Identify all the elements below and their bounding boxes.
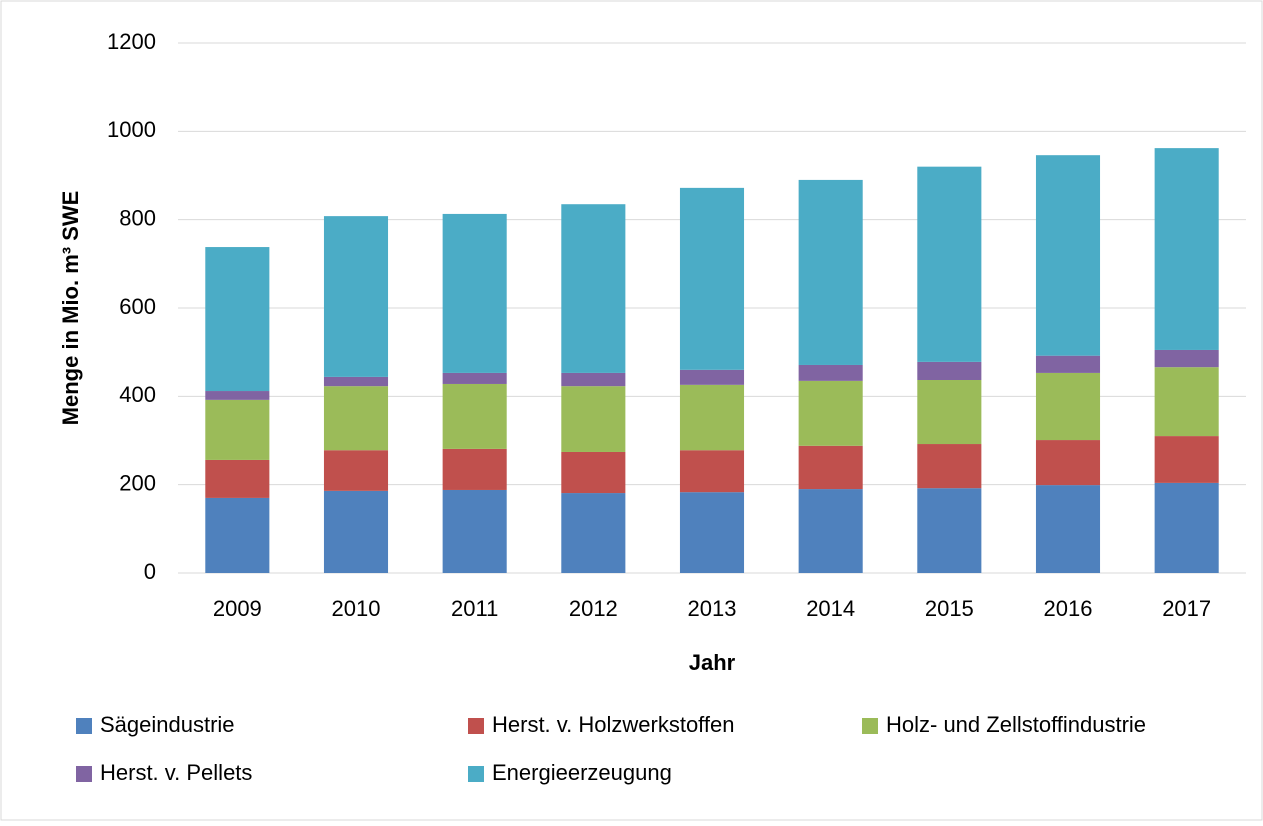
bar-segment: [917, 361, 982, 380]
x-tick-label: 2014: [806, 596, 855, 621]
bar-segment: [917, 488, 982, 573]
bar-segment: [1154, 349, 1219, 368]
bar-segment: [1154, 148, 1219, 350]
bar-segment: [798, 489, 863, 573]
y-tick-label: 200: [119, 470, 156, 495]
legend-label: Herst. v. Pellets: [100, 760, 252, 785]
y-tick-label: 0: [144, 559, 156, 584]
bar-segment: [205, 391, 270, 400]
bar-segment: [1035, 372, 1101, 441]
y-tick-label: 400: [119, 382, 156, 407]
y-tick-label: 600: [119, 294, 156, 319]
bar-segment: [323, 386, 389, 451]
bar-segment: [917, 166, 982, 362]
x-tick-label: 2011: [451, 596, 498, 621]
legend-swatch: [468, 766, 484, 782]
bar-segment: [679, 492, 745, 573]
bar-segment: [323, 376, 389, 387]
bar-segment: [205, 459, 270, 498]
legend-label: Sägeindustrie: [100, 712, 235, 737]
bar-segment: [798, 179, 863, 365]
legend-label: Holz- und Zellstoffindustrie: [886, 712, 1146, 737]
bar-segment: [442, 372, 507, 384]
bar-segment: [561, 204, 626, 373]
bar-segment: [1154, 436, 1219, 483]
bar-segment: [679, 187, 745, 370]
bar-segment: [1035, 485, 1101, 573]
bar-segment: [798, 380, 863, 446]
bar-segment: [1035, 355, 1101, 373]
bar-segment: [561, 493, 626, 573]
x-tick-label: 2009: [213, 596, 262, 621]
x-tick-label: 2015: [925, 596, 974, 621]
bar-segment: [561, 451, 626, 494]
legend-label: Energieerzeugung: [492, 760, 672, 785]
x-tick-label: 2016: [1044, 596, 1093, 621]
bar-segment: [679, 450, 745, 493]
bar-segment: [205, 399, 270, 460]
legend-swatch: [468, 718, 484, 734]
bar-segment: [323, 450, 389, 491]
x-axis-label: Jahr: [689, 650, 736, 675]
bar-segment: [679, 384, 745, 451]
x-tick-label: 2010: [332, 596, 381, 621]
legend-swatch: [76, 766, 92, 782]
x-tick-label: 2012: [569, 596, 618, 621]
bar-segment: [323, 216, 389, 377]
bar-segment: [323, 490, 389, 573]
bar-segment: [442, 448, 507, 490]
bar-segment: [1154, 482, 1219, 573]
bar-segment: [205, 497, 270, 573]
bar-segment: [917, 379, 982, 445]
y-tick-label: 800: [119, 205, 156, 230]
y-tick-label: 1000: [107, 117, 156, 142]
y-tick-label: 1200: [107, 29, 156, 54]
y-axis-label: Menge in Mio. m³ SWE: [58, 191, 83, 426]
bar-segment: [798, 364, 863, 381]
bar-segment: [442, 383, 507, 449]
legend-swatch: [862, 718, 878, 734]
legend-label: Herst. v. Holzwerkstoffen: [492, 712, 734, 737]
bar-segment: [917, 444, 982, 489]
bar-segment: [442, 489, 507, 573]
x-tick-label: 2013: [688, 596, 737, 621]
bar-segment: [1035, 440, 1101, 486]
bar-segment: [1154, 367, 1219, 437]
legend-swatch: [76, 718, 92, 734]
bar-segment: [561, 372, 626, 387]
bar-segment: [205, 247, 270, 392]
bar-segment: [442, 213, 507, 373]
x-tick-label: 2017: [1162, 596, 1211, 621]
bar-segment: [679, 369, 745, 385]
bar-segment: [561, 386, 626, 452]
bar-segment: [1035, 155, 1101, 356]
bar-segment: [798, 445, 863, 490]
